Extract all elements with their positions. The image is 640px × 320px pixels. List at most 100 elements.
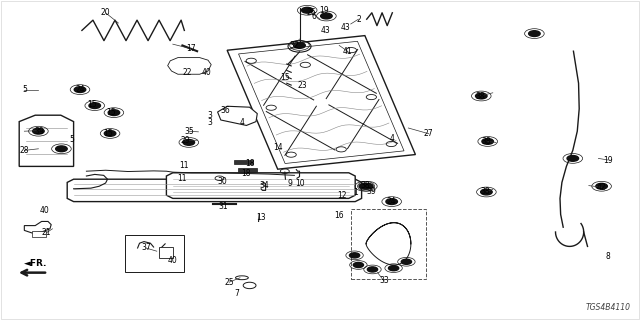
Text: 19: 19 [319,6,329,15]
Circle shape [301,7,313,13]
Circle shape [89,103,100,108]
Text: 2: 2 [356,15,361,24]
Text: ◄FR.: ◄FR. [24,259,48,268]
Text: 40: 40 [40,206,50,215]
Circle shape [482,139,493,144]
Text: 24: 24 [387,197,397,206]
Text: 3: 3 [207,118,212,127]
Text: 8: 8 [605,252,611,261]
Text: 31: 31 [218,202,228,211]
Circle shape [596,183,607,189]
Text: 21: 21 [42,228,51,237]
Text: 4: 4 [389,134,394,143]
Text: 33: 33 [379,276,389,285]
Text: 39: 39 [35,127,45,136]
Text: 27: 27 [424,129,434,138]
Text: 41: 41 [342,47,353,56]
Text: 37: 37 [141,244,151,252]
Circle shape [367,267,378,272]
Circle shape [321,13,332,19]
Text: 17: 17 [186,44,196,53]
Text: 18: 18 [242,169,251,178]
Text: 39: 39 [366,187,376,196]
Circle shape [56,146,67,152]
Circle shape [294,43,305,48]
Text: 19: 19 [603,156,613,164]
Text: 16: 16 [334,212,344,220]
Circle shape [481,189,492,195]
Text: 13: 13 [256,213,266,222]
Text: 26: 26 [307,8,317,17]
Circle shape [108,110,120,116]
Circle shape [401,259,412,264]
Text: 40: 40 [201,68,211,77]
Circle shape [349,253,360,258]
Text: 15: 15 [102,129,113,138]
Text: 12: 12 [338,191,347,200]
Polygon shape [239,41,404,164]
Text: 18: 18 [245,159,254,168]
Text: 10: 10 [294,179,305,188]
Circle shape [353,262,364,268]
Polygon shape [67,174,362,202]
Text: 42: 42 [596,183,607,192]
Text: 38: 38 [481,137,492,146]
Text: 32: 32 [289,41,300,50]
Text: 30: 30 [218,177,228,186]
Circle shape [183,140,195,145]
Text: 11: 11 [179,161,188,170]
Text: 24: 24 [75,85,85,94]
Text: 11: 11 [178,174,187,183]
Text: 43: 43 [340,23,351,32]
Polygon shape [227,36,415,169]
Polygon shape [218,106,257,125]
Text: 43: 43 [320,26,330,35]
Bar [32,231,46,237]
Text: 14: 14 [273,143,284,152]
Text: 28: 28 [20,146,29,155]
Text: 40: 40 [168,256,178,265]
Circle shape [362,183,373,189]
Text: 35: 35 [184,127,194,136]
Text: 22: 22 [182,68,191,77]
Text: 38: 38 [475,92,485,100]
Circle shape [388,266,399,271]
Text: 15: 15 [280,73,290,82]
Text: 9: 9 [287,179,292,188]
Text: 36: 36 [220,106,230,115]
Text: 15: 15 [86,100,97,109]
Circle shape [529,31,540,36]
Circle shape [33,128,44,134]
Circle shape [567,156,579,161]
Bar [234,160,253,164]
Circle shape [74,87,86,92]
Circle shape [476,93,487,99]
Text: 1: 1 [353,188,358,197]
Text: 15: 15 [106,108,116,117]
Text: 7: 7 [234,289,239,298]
Text: 29: 29 [180,136,191,145]
Bar [159,247,173,258]
Circle shape [104,131,116,136]
Circle shape [359,183,371,189]
Text: 38: 38 [480,188,490,196]
Text: 5: 5 [69,135,74,144]
Text: 4: 4 [239,118,244,127]
Circle shape [386,199,397,204]
Polygon shape [168,58,211,74]
Polygon shape [166,173,355,198]
Bar [238,168,257,172]
Text: 34: 34 [259,181,269,190]
Text: 23: 23 [297,81,307,90]
Text: 38: 38 [360,181,370,190]
Text: 25: 25 [224,278,234,287]
Polygon shape [19,115,74,166]
Text: 20: 20 [100,8,111,17]
Text: TGS4B4110: TGS4B4110 [586,303,630,312]
Text: 5: 5 [22,85,27,94]
Polygon shape [24,221,51,233]
Bar [351,209,426,279]
Text: 6: 6 [311,12,316,20]
Text: 3: 3 [207,111,212,120]
Bar [125,235,184,272]
